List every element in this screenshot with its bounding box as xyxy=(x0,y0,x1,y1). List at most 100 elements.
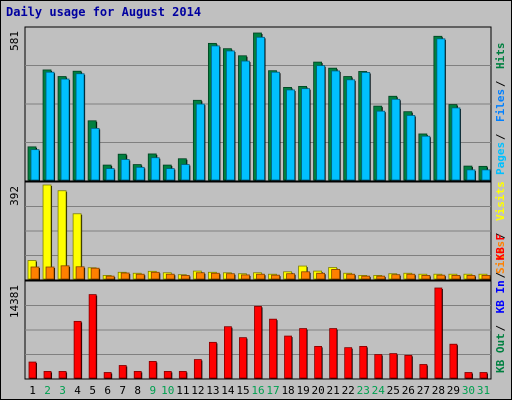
chart-title: Daily usage for August 2014 xyxy=(6,5,202,19)
bar-files-day-5 xyxy=(90,127,100,181)
legend-files: Files xyxy=(494,89,507,122)
bar-sites-day-15 xyxy=(241,274,250,280)
bar-sites-day-26 xyxy=(406,273,416,280)
bar-sites-day-9 xyxy=(150,271,160,280)
legend-sites: Sites xyxy=(494,241,507,274)
bar-files-day-20 xyxy=(316,65,326,181)
bar-files-day-28 xyxy=(436,38,446,181)
x-tick-label-day-17: 17 xyxy=(266,384,279,397)
x-tick-label-day-16: 16 xyxy=(251,384,264,397)
x-tick-label-day-27: 27 xyxy=(417,384,430,397)
bar-sites-day-2 xyxy=(45,266,55,280)
bar-sites-day-5 xyxy=(90,267,100,280)
bar-files-day-7 xyxy=(120,159,130,181)
legend-separator: / xyxy=(494,133,507,140)
bar-sites-day-29 xyxy=(451,275,461,280)
bar-files-day-9 xyxy=(150,157,160,181)
bar-kb-f-day-13 xyxy=(208,341,217,379)
bar-kb-f-day-6 xyxy=(103,372,112,379)
bar-kb-f-day-20 xyxy=(314,345,323,379)
bar-kb-f-day-24 xyxy=(374,354,383,379)
x-tick-label-day-31: 31 xyxy=(477,384,490,397)
bar-kb-f-day-21 xyxy=(329,328,338,379)
bar-files-day-21 xyxy=(331,70,341,181)
bar-sites-day-19 xyxy=(301,271,310,280)
bar-files-day-3 xyxy=(60,78,70,181)
bar-kb-f-day-9 xyxy=(148,361,157,379)
y-max-label-top: 581 xyxy=(8,31,21,51)
bar-kb-f-day-30 xyxy=(464,372,473,379)
y-max-label-middle: 392 xyxy=(8,186,21,206)
bar-visits-day-2 xyxy=(42,184,52,280)
legend-pages: Pages xyxy=(494,142,507,175)
x-tick-label-day-13: 13 xyxy=(206,384,219,397)
bar-sites-day-27 xyxy=(421,275,431,280)
bar-sites-day-14 xyxy=(226,273,235,280)
x-tick-label-day-3: 3 xyxy=(59,384,66,397)
bar-files-day-4 xyxy=(75,73,85,181)
bar-sites-day-6 xyxy=(105,275,115,280)
x-tick-label-day-23: 23 xyxy=(357,384,370,397)
y-max-label-bottom: 14381 xyxy=(8,285,21,318)
bar-kb-f-day-1 xyxy=(28,361,37,379)
x-tick-label-day-14: 14 xyxy=(221,384,235,397)
bar-sites-day-24 xyxy=(376,275,386,280)
legend-separator: / xyxy=(494,325,507,332)
bar-sites-day-13 xyxy=(210,272,220,280)
bar-sites-day-16 xyxy=(256,273,265,280)
x-tick-label-day-10: 10 xyxy=(161,384,174,397)
legend-separator: / xyxy=(494,232,507,239)
bar-sites-day-7 xyxy=(120,272,130,280)
x-tick-label-day-9: 9 xyxy=(149,384,156,397)
bar-files-day-23 xyxy=(361,72,371,181)
x-tick-label-day-8: 8 xyxy=(134,384,141,397)
x-tick-label-day-26: 26 xyxy=(402,384,415,397)
bar-files-day-30 xyxy=(466,169,476,181)
bar-kb-f-day-7 xyxy=(118,365,127,379)
bar-kb-f-day-15 xyxy=(239,337,247,379)
bar-sites-day-18 xyxy=(286,273,295,280)
x-tick-label-day-15: 15 xyxy=(236,384,249,397)
bar-files-day-15 xyxy=(241,60,250,181)
bar-kb-f-day-29 xyxy=(449,343,458,379)
bar-kb-f-day-4 xyxy=(73,320,82,379)
x-tick-label-day-21: 21 xyxy=(327,384,340,397)
bar-kb-f-day-8 xyxy=(133,371,142,379)
legend-kb-f: KB F xyxy=(494,234,507,261)
legend-visits: Visits xyxy=(494,181,507,221)
bar-files-day-24 xyxy=(376,110,386,181)
bar-kb-f-day-28 xyxy=(434,287,443,379)
legend-hits: Hits xyxy=(494,43,507,70)
x-tick-label-day-6: 6 xyxy=(104,384,111,397)
bar-kb-f-day-5 xyxy=(88,294,97,379)
bar-sites-day-23 xyxy=(361,275,371,280)
bar-files-day-16 xyxy=(256,36,265,181)
x-tick-label-day-28: 28 xyxy=(432,384,445,397)
bar-kb-f-day-12 xyxy=(193,359,202,379)
x-tick-label-day-5: 5 xyxy=(89,384,96,397)
bar-files-day-27 xyxy=(421,135,431,181)
x-tick-label-day-7: 7 xyxy=(119,384,126,397)
bar-kb-f-day-18 xyxy=(284,335,292,379)
bar-kb-f-day-2 xyxy=(43,371,52,379)
x-tick-label-day-1: 1 xyxy=(29,384,36,397)
bar-sites-day-30 xyxy=(466,275,476,280)
bar-sites-day-4 xyxy=(75,266,85,280)
bar-files-day-26 xyxy=(406,115,416,181)
bar-kb-f-day-25 xyxy=(389,353,398,379)
bar-sites-day-20 xyxy=(316,272,326,280)
bar-sites-day-22 xyxy=(346,273,356,280)
bar-files-day-13 xyxy=(210,45,220,181)
bar-kb-f-day-14 xyxy=(224,326,232,379)
bar-files-day-12 xyxy=(195,103,205,181)
bar-sites-day-10 xyxy=(165,273,175,280)
x-tick-label-day-11: 11 xyxy=(176,384,189,397)
x-tick-label-day-24: 24 xyxy=(372,384,386,397)
x-tick-label-day-20: 20 xyxy=(312,384,325,397)
bar-files-day-17 xyxy=(271,71,280,181)
bar-kb-f-day-11 xyxy=(178,371,187,379)
bar-sites-day-11 xyxy=(180,275,190,280)
legend-separator: / xyxy=(494,272,507,279)
bar-kb-f-day-3 xyxy=(58,371,67,379)
